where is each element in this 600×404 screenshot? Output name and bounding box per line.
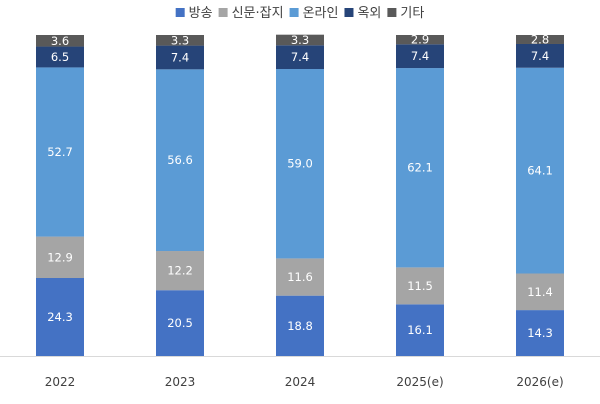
bar-segment-s1-2023 bbox=[156, 251, 204, 291]
x-tick-label: 2023 bbox=[165, 375, 196, 389]
bar-stack-2026-e: 14.3 11.4 64.1 7.4 2.8 bbox=[516, 32, 564, 356]
bar-segment-s4-2023 bbox=[156, 35, 204, 46]
data-label: 59.0 bbox=[287, 157, 313, 171]
bar-segment-s0-2022 bbox=[36, 277, 84, 356]
data-label: 11.6 bbox=[287, 270, 313, 284]
x-tick-label: 2025(e) bbox=[396, 375, 443, 389]
data-label: 2.8 bbox=[531, 32, 549, 46]
legend-swatch bbox=[175, 8, 185, 17]
x-axis: 2022 2023 2024 2025(e) 2026(e) bbox=[0, 356, 600, 389]
bar-segment-s3-2026-e bbox=[516, 43, 564, 68]
legend-item-s4: 기타 bbox=[387, 6, 424, 21]
legend-swatch bbox=[344, 8, 354, 17]
bar-segment-s0-2026-e bbox=[516, 310, 564, 356]
data-label: 6.5 bbox=[51, 50, 69, 64]
legend-label: 기타 bbox=[400, 6, 424, 21]
data-label: 14.3 bbox=[527, 326, 553, 340]
data-label: 3.3 bbox=[171, 33, 189, 47]
bar-segment-s2-2025-e bbox=[396, 68, 444, 268]
data-label: 20.5 bbox=[167, 316, 193, 330]
bar-segment-s4-2025-e bbox=[396, 35, 444, 45]
legend-swatch bbox=[218, 8, 228, 17]
bar-stack-2024: 18.8 11.6 59.0 7.4 3.3 bbox=[276, 33, 324, 356]
data-label: 3.6 bbox=[51, 34, 69, 48]
data-label: 2.9 bbox=[411, 33, 429, 47]
data-label: 7.4 bbox=[531, 49, 549, 63]
bar-segment-s0-2023 bbox=[156, 290, 204, 356]
legend-label: 신문·잡지 bbox=[232, 6, 284, 21]
bar-segment-s3-2022 bbox=[36, 46, 84, 68]
bar-segment-s1-2022 bbox=[36, 236, 84, 278]
bar-segment-s0-2025-e bbox=[396, 304, 444, 356]
bar-segment-s0-2024 bbox=[276, 295, 324, 356]
bar-segment-s2-2024 bbox=[276, 69, 324, 259]
legend-swatch bbox=[387, 8, 397, 17]
legend-label: 옥외 bbox=[357, 6, 381, 21]
x-tick-label: 2026(e) bbox=[516, 375, 563, 389]
data-label: 11.5 bbox=[407, 279, 433, 293]
bar-segment-s3-2025-e bbox=[396, 44, 444, 69]
data-label: 16.1 bbox=[407, 323, 433, 337]
legend-item-s2: 온라인 bbox=[289, 6, 339, 21]
data-label: 7.4 bbox=[171, 50, 189, 64]
data-label: 12.2 bbox=[167, 264, 193, 278]
legend-label: 온라인 bbox=[303, 6, 339, 21]
data-label: 12.9 bbox=[47, 250, 73, 264]
bar-segment-s4-2024 bbox=[276, 34, 324, 46]
bar-segment-s1-2025-e bbox=[396, 267, 444, 305]
data-label: 52.7 bbox=[47, 145, 73, 159]
legend-item-s0: 방송 bbox=[175, 6, 213, 21]
data-label: 7.4 bbox=[291, 50, 309, 64]
x-tick-label: 2022 bbox=[45, 375, 76, 389]
bar-segment-s2-2026-e bbox=[516, 67, 564, 274]
bar-segment-s3-2023 bbox=[156, 45, 204, 70]
chart-bars: 24.312.952.76.53.620.512.256.67.43.318.8… bbox=[36, 32, 564, 356]
bar-stack-2025-e: 16.1 11.5 62.1 7.4 2.9 bbox=[396, 33, 444, 356]
x-tick-label: 2024 bbox=[285, 375, 316, 389]
data-label: 7.4 bbox=[411, 49, 429, 63]
bar-segment-s2-2022 bbox=[36, 67, 84, 237]
bar-segment-s3-2024 bbox=[276, 45, 324, 70]
chart-legend: 방송 신문·잡지 온라인 옥외 기타 bbox=[175, 6, 424, 21]
data-label: 62.1 bbox=[407, 161, 433, 175]
data-label: 24.3 bbox=[47, 310, 73, 324]
bar-stack-2023: 20.5 12.2 56.6 7.4 3.3 bbox=[156, 33, 204, 356]
bar-segment-s1-2026-e bbox=[516, 273, 564, 311]
legend-swatch bbox=[289, 8, 299, 17]
data-label: 11.4 bbox=[527, 285, 553, 299]
bar-segment-s1-2024 bbox=[276, 258, 324, 296]
bar-segment-s4-2022 bbox=[36, 35, 84, 47]
bar-segment-s2-2023 bbox=[156, 69, 204, 252]
bar-segment-s4-2026-e bbox=[516, 35, 564, 44]
data-label: 56.6 bbox=[167, 153, 193, 167]
legend-item-s3: 옥외 bbox=[344, 6, 381, 21]
data-label: 3.3 bbox=[291, 33, 309, 47]
bar-stack-2022: 24.3 12.9 52.7 6.5 3.6 bbox=[36, 34, 84, 356]
data-label: 64.1 bbox=[527, 164, 553, 178]
data-label: 18.8 bbox=[287, 319, 313, 333]
legend-item-s1: 신문·잡지 bbox=[218, 6, 284, 21]
legend-label: 방송 bbox=[189, 6, 213, 21]
